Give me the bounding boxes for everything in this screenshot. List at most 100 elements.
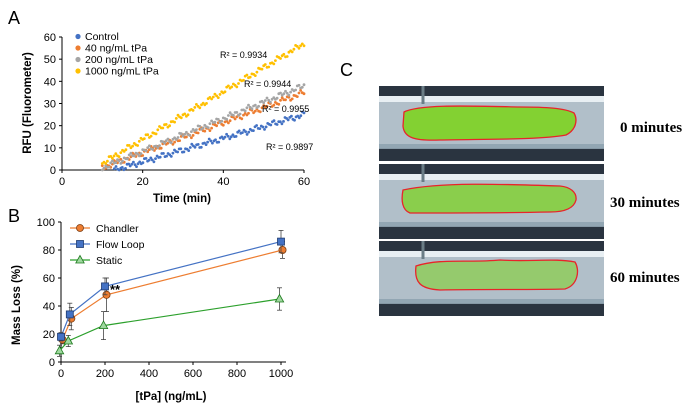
chart-a-point (109, 161, 113, 165)
clot-outline (414, 259, 579, 291)
chart-a-xlabel: Time (min) (153, 193, 211, 205)
chart-a-point (217, 140, 221, 144)
chart-b-xtick-label: 800 (228, 368, 246, 380)
chart-a-ylabel: RFU (Fluorometer) (22, 52, 34, 154)
chart-a-point (269, 123, 273, 127)
chart-b-legend-marker (75, 254, 85, 264)
chart-a-point (257, 104, 260, 108)
clot-fluorescence (415, 260, 578, 290)
chart-a-point (214, 138, 217, 142)
chart-b-legend-label: Static (96, 255, 122, 267)
chart-a-point (159, 146, 163, 150)
chart-a-point (182, 150, 186, 154)
chart-a-point (146, 133, 150, 137)
clot-outline (402, 105, 577, 141)
chart-a-point (193, 145, 197, 149)
chart-a-point (282, 92, 286, 96)
chart-a-point (190, 130, 193, 134)
chart-a-ytick-label: 50 (44, 54, 56, 66)
chart-a-point (245, 106, 249, 110)
chart-a-point (289, 90, 292, 94)
chart-b: Mass Loss (%) [tPa] (ng/mL) 0 20 40 60 80 100… (11, 217, 293, 403)
chart-a-point (169, 141, 173, 145)
chart-a-point (290, 50, 294, 54)
chart-b-ytick-label: 20 (43, 329, 55, 341)
chart-a-point (173, 140, 177, 144)
chart-a-point (228, 137, 232, 141)
chart-a-point (218, 93, 222, 96)
chart-a-point (238, 112, 242, 116)
chart-a-point (208, 122, 212, 125)
clot-outline (401, 183, 577, 214)
chart-a-point (137, 139, 141, 143)
chart-a-point (228, 119, 232, 123)
chart-a-point (187, 149, 191, 153)
chart-a-point (215, 124, 219, 128)
chart-b-legend-marker (76, 240, 84, 248)
chart-a-point (274, 59, 277, 62)
chart-a-point (124, 167, 127, 170)
chart-a-point (190, 136, 193, 140)
chart-a-point (234, 135, 238, 138)
chart-a-point (154, 144, 158, 148)
chart-a-point (296, 114, 300, 118)
chart-a-point (113, 167, 116, 171)
chart-a-point (147, 158, 151, 162)
chart-b-point (57, 332, 65, 341)
chart-a-point (269, 100, 272, 104)
chart-a-point (263, 127, 266, 131)
chart-a-point (133, 163, 137, 167)
chart-a-point (292, 47, 296, 51)
chart-b-xtick-label: 1000 (269, 368, 293, 380)
chart-a-point (232, 113, 235, 117)
chart-a-point (260, 67, 264, 71)
chart-a-point (156, 146, 160, 150)
chart-a-point (195, 103, 198, 106)
chart-a-point (253, 103, 257, 107)
chart-a-point (132, 160, 135, 164)
chart-b-line (61, 249, 283, 340)
chart-b-legend-label: Flow Loop (96, 239, 145, 251)
chart-a-point (258, 127, 262, 130)
chart-a-point (124, 148, 128, 152)
chart-a-point (161, 126, 165, 130)
chart-a-point (287, 95, 291, 99)
chart-a-point (150, 158, 154, 162)
chart-a-point (244, 130, 248, 134)
chart-b-point (277, 237, 285, 246)
chart-a-point (144, 157, 148, 160)
chart-a-point (270, 97, 274, 101)
chart-a-point (242, 113, 245, 117)
chart-a: RFU (Fluorometer) Time (min) 0 10 20 30 40 50… (22, 31, 313, 205)
chart-a-point (295, 45, 299, 48)
chart-b-ytick-label: 60 (43, 273, 55, 285)
panel-label-b: B (8, 206, 20, 226)
chart-a-point (252, 129, 255, 133)
chart-a-point (183, 132, 187, 136)
chart-a-point (185, 130, 188, 134)
chart-a-series-tpa40 (100, 89, 306, 171)
chart-a-ytick-label: 0 (50, 165, 56, 177)
chart-a-point (132, 154, 136, 158)
chart-a-point (174, 138, 178, 141)
panel-label-a: A (8, 8, 20, 28)
chart-a-point (297, 83, 301, 87)
chart-a-r2-label: R² = 0.9934 (220, 50, 267, 60)
tube-highlight (379, 251, 604, 257)
chart-a-point (250, 107, 254, 111)
chart-a-point (183, 112, 187, 116)
chart-a-point (247, 111, 250, 115)
chart-a-point (272, 119, 276, 123)
chart-a-legend-marker (75, 68, 81, 74)
chart-a-point (162, 152, 165, 155)
chart-a-point (285, 91, 289, 95)
chart-a-point (188, 134, 192, 137)
chart-a-point (210, 97, 214, 101)
chart-a-point (119, 151, 123, 155)
image-frame-30-minutes (379, 164, 604, 239)
chart-b-line (60, 241, 282, 338)
chart-a-point (215, 94, 219, 98)
chart-a-point (262, 101, 266, 105)
chart-a-point (299, 44, 302, 48)
chart-a-point (100, 164, 104, 168)
